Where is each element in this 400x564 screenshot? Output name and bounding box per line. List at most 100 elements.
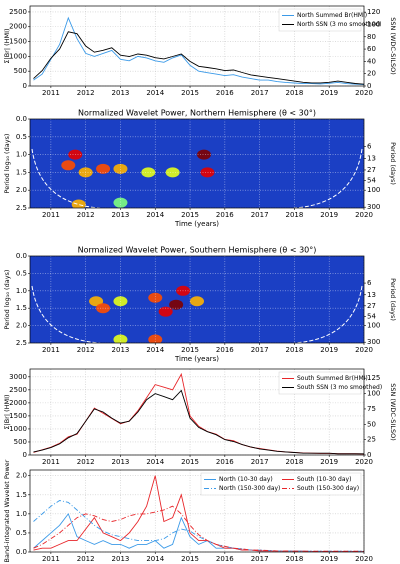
heat-spot <box>113 197 128 208</box>
y-tick-label: 2000 <box>9 23 27 31</box>
legend-label: South Summed Br(HMI) <box>297 375 368 382</box>
y2-axis-title: Period (days) <box>389 278 397 321</box>
series-line <box>33 16 364 85</box>
panel: 2011 2012 2013 2014 2015 2016 2017 2018 2019 2020… <box>3 459 373 563</box>
heat-spot <box>158 306 173 317</box>
x-tick-label: 2020 <box>355 458 373 466</box>
y-tick-label: 500 <box>14 67 27 75</box>
y-tick-label: 2.5 <box>16 339 27 347</box>
y2-tick-label: 0 <box>367 451 371 459</box>
y-tick-label: 1000 <box>9 52 27 60</box>
x-tick-label: 2018 <box>286 211 304 219</box>
x-tick-label: 2015 <box>181 346 199 354</box>
x-tick-label: 2014 <box>146 458 164 466</box>
y2-tick-label: 50 <box>367 420 376 428</box>
panel-title: Normalized Wavelet Power, Northern Hemis… <box>78 109 316 118</box>
y-tick-label: 0 <box>23 451 27 459</box>
heat-spot <box>96 163 111 174</box>
x-tick-label: 2017 <box>251 89 269 97</box>
cone-of-influence <box>31 148 101 209</box>
cone-of-influence <box>293 148 363 209</box>
y2-axis-title: SSN (WDC-SILSO) <box>389 383 397 440</box>
y-tick-label: 1.0 <box>16 510 27 518</box>
x-tick-label: 2016 <box>216 211 234 219</box>
x-tick-label: 2017 <box>251 211 269 219</box>
y-tick-label: 0.0 <box>16 115 27 123</box>
x-tick-label: 2017 <box>251 346 269 354</box>
y-tick-label: 2.5 <box>16 204 27 212</box>
heat-spot <box>169 299 184 310</box>
x-tick-label: 2012 <box>77 89 95 97</box>
x-tick-label: 2019 <box>320 555 338 563</box>
x-tick-label: 2016 <box>216 458 234 466</box>
x-tick-label: 2019 <box>320 211 338 219</box>
y2-tick-label: 300 <box>367 203 380 211</box>
y-tick-label: 2.0 <box>16 322 27 330</box>
x-tick-label: 2014 <box>146 211 164 219</box>
x-axis-title: Time (years) <box>174 355 219 363</box>
x-tick-label: 2013 <box>112 458 130 466</box>
legend-box <box>278 371 362 395</box>
panel: 2011 2012 2013 2014 2015 2016 2017 2018 2019 2020… <box>3 109 397 229</box>
x-tick-label: 2015 <box>181 89 199 97</box>
heat-spot <box>89 296 104 307</box>
x-tick-label: 2016 <box>216 555 234 563</box>
plot-frame <box>29 5 365 87</box>
y2-tick-label: 125 <box>367 374 380 382</box>
lines <box>33 16 364 85</box>
heat-spot <box>200 167 215 178</box>
x-tick-label: 2019 <box>320 458 338 466</box>
cone-of-influence <box>31 285 101 344</box>
x-tick-label: 2015 <box>181 211 199 219</box>
legend-label: South (10-30 day) <box>297 476 351 483</box>
x-tick-label: 2020 <box>355 555 373 563</box>
heat-spot <box>113 163 128 174</box>
y-axis-title: Period log₁₀ (days) <box>3 270 11 330</box>
x-tick-label: 2013 <box>112 89 130 97</box>
lines <box>33 372 364 455</box>
legend-label: North (150-300 day) <box>219 485 280 492</box>
x-tick-label: 2017 <box>251 555 269 563</box>
y2-tick-label: 13 <box>367 291 376 299</box>
y2-tick-label: 25 <box>367 436 376 444</box>
y-tick-label: 2000 <box>9 399 27 407</box>
heat-spot <box>61 160 76 171</box>
y2-tick-label: 13 <box>367 155 376 163</box>
plot-frame <box>29 469 365 553</box>
x-tick-label: 2015 <box>181 458 199 466</box>
y-tick-label: 1.5 <box>16 304 27 312</box>
x-tick-label: 2014 <box>146 346 164 354</box>
y2-tick-label: 75 <box>367 405 376 413</box>
y2-tick-label: 80 <box>367 33 376 41</box>
y-tick-label: 1.0 <box>16 151 27 159</box>
x-tick-label: 2011 <box>42 346 60 354</box>
y2-tick-label: 300 <box>367 338 380 346</box>
heat-spot <box>196 149 211 160</box>
x-tick-label: 2014 <box>146 555 164 563</box>
y-tick-label: 1.0 <box>16 287 27 295</box>
y2-tick-label: 60 <box>367 45 376 53</box>
y2-tick-label: 27 <box>367 166 376 174</box>
x-tick-label: 2020 <box>355 89 373 97</box>
y-tick-label: 1500 <box>9 412 27 420</box>
y-tick-label: 0.5 <box>16 529 27 537</box>
y-tick-label: 0 <box>23 82 27 90</box>
y-tick-label: 3000 <box>9 373 27 381</box>
legend-box <box>278 8 362 32</box>
x-axis-title: Time (years) <box>174 220 219 228</box>
legend-label: South (150-300 day) <box>297 485 359 492</box>
y-tick-label: 0.0 <box>16 548 27 556</box>
x-tick-label: 2018 <box>286 346 304 354</box>
legend-label: North SSN (3 mo smoothed) <box>297 21 382 28</box>
x-tick-label: 2020 <box>355 211 373 219</box>
y-tick-label: 1000 <box>9 425 27 433</box>
x-tick-label: 2014 <box>146 89 164 97</box>
x-tick-label: 2013 <box>112 346 130 354</box>
y2-tick-label: 6 <box>367 143 372 151</box>
x-tick-label: 2013 <box>112 555 130 563</box>
series-line <box>33 389 364 455</box>
x-tick-label: 2019 <box>320 346 338 354</box>
x-tick-label: 2013 <box>112 211 130 219</box>
y-tick-label: 1.5 <box>16 168 27 176</box>
